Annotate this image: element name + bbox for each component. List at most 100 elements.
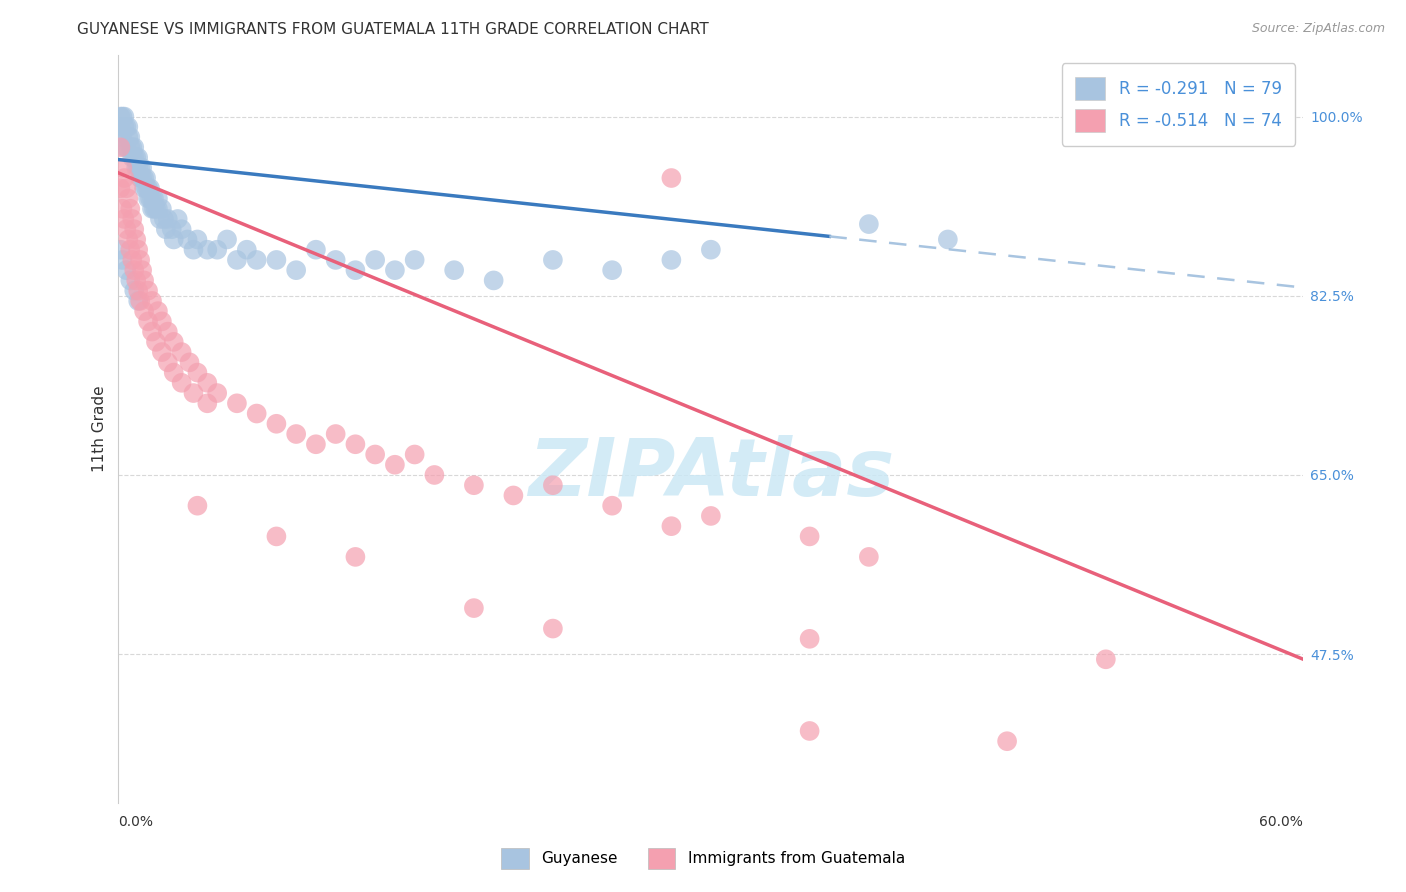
Point <box>120 243 142 257</box>
Point <box>111 252 134 267</box>
Point <box>111 202 134 216</box>
Point <box>226 396 249 410</box>
Point <box>131 263 153 277</box>
Legend: Guyanese, Immigrants from Guatemala: Guyanese, Immigrants from Guatemala <box>495 841 911 875</box>
Point <box>111 130 134 145</box>
Point <box>266 417 288 431</box>
Point <box>150 345 173 359</box>
Point <box>122 140 145 154</box>
Point <box>305 437 328 451</box>
Point <box>205 386 228 401</box>
Point <box>163 232 186 246</box>
Point <box>156 355 179 369</box>
Point <box>143 192 166 206</box>
Text: ZIPAtlas: ZIPAtlas <box>527 434 894 513</box>
Point <box>195 243 218 257</box>
Point <box>936 232 959 246</box>
Point <box>122 222 145 236</box>
Point <box>266 529 288 543</box>
Point <box>482 273 505 287</box>
Point <box>121 140 143 154</box>
Point <box>179 355 201 369</box>
Point <box>443 263 465 277</box>
Point <box>186 499 208 513</box>
Point <box>122 263 145 277</box>
Point <box>127 284 149 298</box>
Point <box>150 202 173 216</box>
Text: GUYANESE VS IMMIGRANTS FROM GUATEMALA 11TH GRADE CORRELATION CHART: GUYANESE VS IMMIGRANTS FROM GUATEMALA 11… <box>77 22 709 37</box>
Point <box>132 273 155 287</box>
Point <box>112 211 135 226</box>
Point <box>156 211 179 226</box>
Point <box>186 232 208 246</box>
Point <box>156 325 179 339</box>
Point <box>136 314 159 328</box>
Point <box>246 407 269 421</box>
Legend: R = -0.291   N = 79, R = -0.514   N = 74: R = -0.291 N = 79, R = -0.514 N = 74 <box>1062 63 1295 145</box>
Point <box>115 222 138 236</box>
Point <box>127 151 149 165</box>
Point <box>111 161 134 175</box>
Point <box>120 130 142 145</box>
Point <box>305 243 328 257</box>
Point <box>799 632 821 646</box>
Point <box>146 304 169 318</box>
Point <box>364 448 387 462</box>
Point <box>132 304 155 318</box>
Y-axis label: 11th Grade: 11th Grade <box>93 385 107 472</box>
Point <box>110 181 132 195</box>
Point <box>183 386 205 401</box>
Point <box>129 252 152 267</box>
Point <box>136 192 159 206</box>
Point <box>125 232 148 246</box>
Point <box>125 161 148 175</box>
Point <box>149 211 172 226</box>
Point <box>129 161 152 175</box>
Point <box>325 252 347 267</box>
Point <box>112 140 135 154</box>
Point <box>139 181 162 195</box>
Point <box>404 448 426 462</box>
Point <box>700 243 723 257</box>
Point <box>110 120 132 134</box>
Point <box>384 263 406 277</box>
Point <box>170 376 193 390</box>
Point <box>110 243 132 257</box>
Point <box>153 211 176 226</box>
Point <box>131 161 153 175</box>
Point <box>502 488 524 502</box>
Point <box>285 427 308 442</box>
Point <box>115 263 138 277</box>
Point <box>146 192 169 206</box>
Point <box>325 427 347 442</box>
Point <box>176 232 198 246</box>
Point <box>121 252 143 267</box>
Point <box>129 293 152 308</box>
Point <box>344 549 367 564</box>
Point <box>136 181 159 195</box>
Point <box>141 293 163 308</box>
Point <box>117 232 139 246</box>
Point <box>132 181 155 195</box>
Point <box>132 171 155 186</box>
Point <box>995 734 1018 748</box>
Point <box>186 366 208 380</box>
Point <box>143 202 166 216</box>
Point <box>205 243 228 257</box>
Point <box>127 161 149 175</box>
Point <box>246 252 269 267</box>
Point <box>121 211 143 226</box>
Point <box>110 110 132 124</box>
Point <box>195 396 218 410</box>
Point <box>404 252 426 267</box>
Point <box>170 222 193 236</box>
Point <box>145 334 167 349</box>
Point <box>541 478 564 492</box>
Point <box>226 252 249 267</box>
Point <box>344 263 367 277</box>
Point <box>195 376 218 390</box>
Point <box>285 263 308 277</box>
Point <box>117 120 139 134</box>
Point <box>112 171 135 186</box>
Point <box>600 499 623 513</box>
